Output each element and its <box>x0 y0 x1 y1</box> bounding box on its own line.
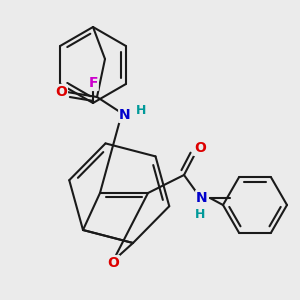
Text: N: N <box>196 191 208 205</box>
Text: O: O <box>107 256 119 270</box>
Text: F: F <box>88 76 98 90</box>
Text: H: H <box>195 208 205 220</box>
Text: O: O <box>194 141 206 155</box>
Text: O: O <box>55 85 67 99</box>
Text: N: N <box>119 108 131 122</box>
Text: H: H <box>136 103 146 116</box>
